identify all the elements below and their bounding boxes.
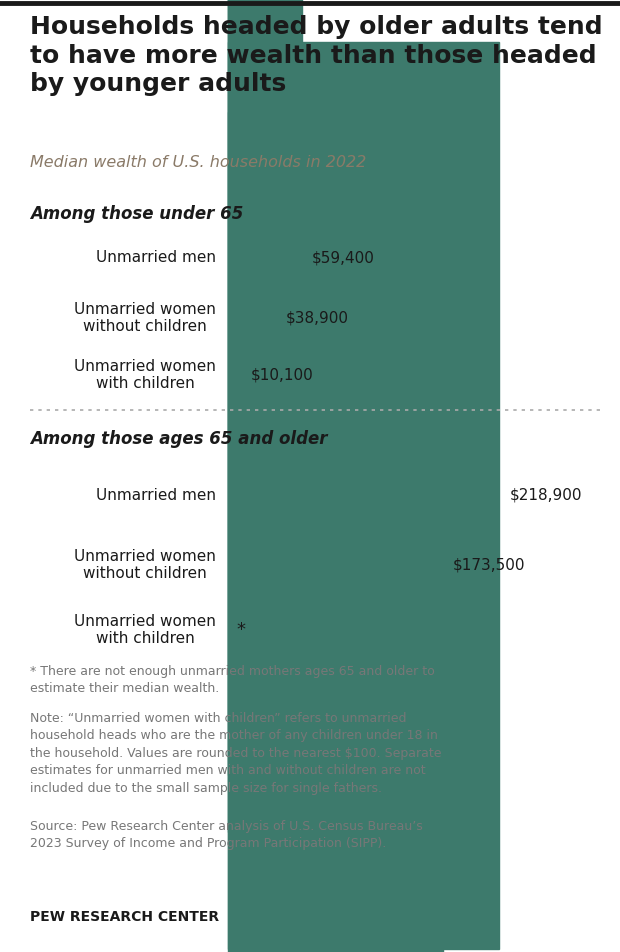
Text: Unmarried men: Unmarried men bbox=[96, 487, 216, 503]
Text: $10,100: $10,100 bbox=[250, 367, 313, 383]
Text: Median wealth of U.S. households in 2022: Median wealth of U.S. households in 2022 bbox=[30, 155, 366, 170]
Text: Households headed by older adults tend
to have more wealth than those headed
by : Households headed by older adults tend t… bbox=[30, 15, 603, 96]
Text: Unmarried women
with children: Unmarried women with children bbox=[74, 614, 216, 646]
Text: Among those under 65: Among those under 65 bbox=[30, 205, 244, 223]
Text: * There are not enough unmarried mothers ages 65 and older to
estimate their med: * There are not enough unmarried mothers… bbox=[30, 665, 435, 696]
Text: $59,400: $59,400 bbox=[312, 250, 374, 266]
Text: $218,900: $218,900 bbox=[510, 487, 582, 503]
Text: $38,900: $38,900 bbox=[286, 310, 349, 326]
Text: Source: Pew Research Center analysis of U.S. Census Bureau’s
2023 Survey of Inco: Source: Pew Research Center analysis of … bbox=[30, 820, 423, 850]
Text: PEW RESEARCH CENTER: PEW RESEARCH CENTER bbox=[30, 910, 219, 924]
Text: Unmarried women
without children: Unmarried women without children bbox=[74, 548, 216, 582]
Text: *: * bbox=[236, 621, 245, 639]
Text: Note: “Unmarried women with children” refers to unmarried
household heads who ar: Note: “Unmarried women with children” re… bbox=[30, 712, 441, 795]
Text: $173,500: $173,500 bbox=[453, 558, 526, 572]
Text: Unmarried men: Unmarried men bbox=[96, 250, 216, 266]
Text: Unmarried women
with children: Unmarried women with children bbox=[74, 359, 216, 391]
Text: Unmarried women
without children: Unmarried women without children bbox=[74, 302, 216, 334]
Text: Among those ages 65 and older: Among those ages 65 and older bbox=[30, 430, 327, 448]
